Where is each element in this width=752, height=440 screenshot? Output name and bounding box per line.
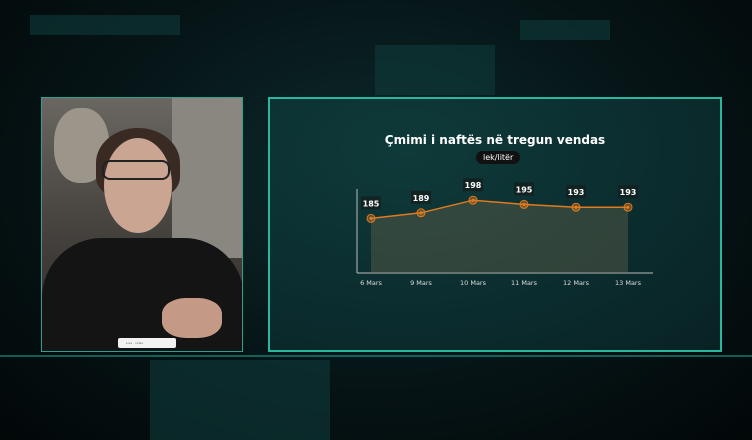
data-point-center — [626, 205, 630, 209]
video-caption: Live · video — [118, 338, 176, 348]
data-label-bg — [411, 190, 431, 204]
data-label-bg — [566, 185, 586, 199]
data-label: 185 — [363, 199, 380, 208]
data-label: 198 — [465, 181, 482, 190]
wall — [172, 98, 242, 258]
data-point-center — [369, 216, 373, 220]
speaker-hand — [162, 298, 222, 338]
data-label-bg — [361, 196, 381, 210]
x-tick-label: 13 Mars — [615, 279, 642, 287]
chart-panel: Çmimi i naftës në tregun vendas lek/litë… — [268, 97, 722, 352]
bg-panel — [520, 20, 610, 40]
speaker-body — [42, 238, 242, 351]
x-tick-label: 10 Mars — [460, 279, 487, 287]
data-label-bg — [618, 185, 638, 199]
speaker-face — [104, 138, 172, 233]
x-tick-label: 9 Mars — [410, 279, 432, 287]
bg-glow-line — [0, 355, 752, 357]
webcam-feed: Live · video — [41, 97, 243, 352]
bg-panel — [375, 45, 495, 95]
series-line — [370, 199, 628, 220]
data-label-bg — [463, 178, 483, 192]
bg-panel — [150, 360, 330, 440]
data-label: 195 — [516, 185, 533, 194]
area-fill — [371, 200, 628, 273]
chart-title: Çmimi i naftës në tregun vendas — [384, 133, 606, 147]
data-point-center — [574, 205, 578, 209]
data-point-center — [522, 202, 526, 206]
data-label: 193 — [620, 188, 637, 197]
data-label: 189 — [413, 194, 430, 203]
data-point-center — [471, 198, 475, 202]
x-tick-label: 12 Mars — [563, 279, 590, 287]
x-tick-label: 6 Mars — [360, 279, 382, 287]
bg-panel — [30, 15, 180, 35]
unit-badge: lek/litër — [476, 151, 521, 164]
line-chart: 185 6 Mars 189 9 Mars 198 10 Mars 195 11 Mars 19… — [356, 178, 653, 287]
x-tick-label: 11 Mars — [511, 279, 538, 287]
data-label: 193 — [568, 188, 585, 197]
glasses — [102, 160, 170, 180]
data-point-center — [419, 211, 423, 215]
data-label-bg — [514, 182, 534, 196]
